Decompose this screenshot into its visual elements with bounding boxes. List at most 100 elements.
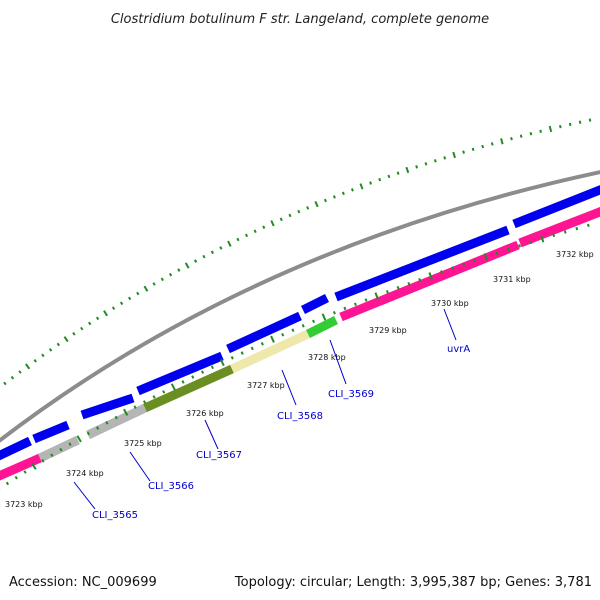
inner-tick [495,251,499,255]
inner-tick [181,380,185,384]
outer-tick [119,301,124,306]
reverse-gene-2 [339,240,520,322]
outer-tick [72,332,76,336]
inner-tick [353,302,357,306]
inner-tick [281,332,285,337]
gene-label-cli-3568: CLI_3568 [277,411,323,422]
inner-tick [407,281,411,286]
inner-tick [552,233,556,238]
green-gene [305,315,339,339]
inner-tick [312,319,316,324]
outer-tick [227,240,232,247]
inner-tick [586,223,590,228]
inner-tick [332,310,336,315]
inner-tick [462,262,466,267]
reverse-genes [0,207,600,481]
inner-tick [210,365,214,370]
forward-gene-5 [226,311,302,354]
outer-tick [128,296,132,301]
outer-tick [529,132,533,136]
inner-tick [396,285,400,290]
inner-tick [133,405,137,409]
outer-tick [103,310,109,317]
accession-text: Accession: NC_009699 [9,575,157,590]
inner-tick [291,328,295,333]
outer-tick [297,209,301,214]
outer-tick [279,217,283,222]
inner-tick [270,335,275,343]
inner-tick-ring [0,223,590,491]
forward-gene-3 [80,393,135,420]
outer-tick [56,342,61,347]
kbp-label-3728: 3728 kbp [308,353,346,362]
forward-gene-2 [32,420,70,444]
outer-tick [10,375,15,380]
inner-tick [162,390,166,394]
kbp-label-3726: 3726 kbp [186,409,224,418]
kbp-label-3732: 3732 kbp [556,250,594,259]
inner-tick [152,395,156,399]
inner-tick [68,442,72,447]
kbp-label-3723: 3723 kbp [5,500,43,509]
inner-tick [451,266,454,270]
outer-tick [41,353,45,358]
outer-tick [48,348,53,352]
forward-gene-8 [512,185,600,229]
kbp-label-3724: 3724 kbp [66,469,104,478]
outer-tick [415,165,419,169]
outer-tick [219,246,223,250]
outer-tick [424,162,428,166]
inner-tick [114,415,118,420]
outer-tick [236,237,240,242]
inner-tick [343,306,347,311]
inner-tick [321,313,327,321]
outer-tick [253,229,257,234]
forward-genes [0,185,600,461]
outer-tick [387,174,391,179]
outer-tick [288,213,292,218]
outer-tick [341,191,345,196]
inner-tick [529,240,533,245]
outer-tick [270,220,275,227]
khaki-gene [230,329,310,374]
forward-gene-6 [300,293,330,315]
inner-tick [301,324,305,328]
inner-tick [473,258,477,263]
inner-tick [219,358,225,367]
outer-tick [332,195,336,199]
outer-tick [471,147,475,152]
backbone-track [0,170,600,443]
outer-tick [95,316,100,321]
outer-tick [18,370,22,374]
gene-label-uvra: uvrA [447,344,470,355]
outer-tick [323,198,327,203]
outer-tick [396,171,400,175]
inner-tick [31,462,37,470]
outer-tick [111,306,116,311]
outer-tick [306,206,310,210]
inner-tick [191,375,195,379]
outer-tick [378,177,382,182]
outer-tick [88,321,92,326]
reverse-gene-1 [0,453,42,481]
outer-tick [63,336,69,343]
outer-tick-ring [3,118,592,386]
outer-tick [452,151,456,159]
outer-tick [168,272,173,277]
inner-tick [41,458,45,463]
inner-tick [563,230,567,234]
gene-label-cli-3567: CLI_3567 [196,450,242,461]
gray-gene-1 [38,435,80,463]
inner-tick [540,235,545,243]
outer-tick [3,381,7,386]
inner-tick [506,247,510,252]
inner-tick [86,431,90,436]
outer-tick [558,124,562,129]
gene-label-cli-3566: CLI_3566 [148,481,194,492]
outer-tick [568,122,572,127]
inner-tick [240,351,244,355]
inner-tick [374,292,379,300]
outer-tick [369,181,373,185]
inner-tick [364,298,368,302]
inner-tick [385,290,389,294]
